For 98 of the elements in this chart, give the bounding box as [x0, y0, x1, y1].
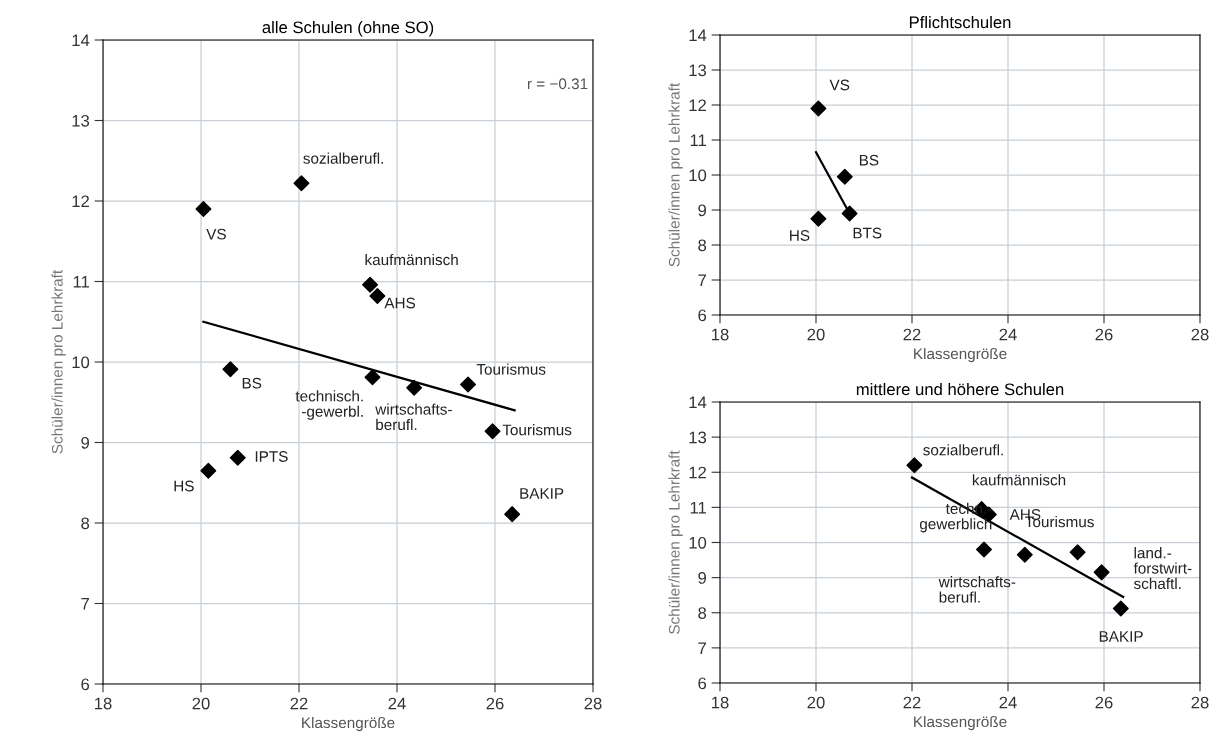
- point: [195, 201, 212, 218]
- y-tick-label: 6: [698, 677, 707, 690]
- annotation: IPTS: [255, 451, 288, 462]
- point: [906, 457, 923, 474]
- y-tick-label: 8: [698, 607, 707, 619]
- x-tick-label: 22: [903, 696, 921, 709]
- annotation: BAKIP: [1099, 631, 1143, 642]
- point: [364, 369, 381, 386]
- annotation: AHS: [384, 297, 416, 309]
- x-tick-label: 22: [903, 328, 921, 341]
- x-tick-label: 18: [95, 697, 112, 710]
- y-tick-label: 8: [698, 239, 707, 252]
- chart-title: alle Schulen (ohne SO): [262, 20, 434, 37]
- x-axis-title: Klassengröße: [914, 715, 1007, 731]
- point: [369, 288, 386, 304]
- y-tick-label: 7: [698, 274, 706, 287]
- y-tick-label: 14: [689, 396, 707, 409]
- y-tick-label: 10: [72, 356, 90, 369]
- point: [362, 276, 379, 293]
- point: [293, 175, 310, 192]
- annotation: sozialberufl.: [303, 152, 383, 164]
- y-tick-label: 7: [698, 642, 706, 654]
- x-tick-label: 26: [1095, 328, 1113, 341]
- annotation: HS: [174, 480, 194, 492]
- y-tick-label: 13: [72, 114, 90, 127]
- point: [1016, 546, 1033, 563]
- point: [1069, 544, 1086, 561]
- point: [810, 100, 827, 117]
- point: [836, 168, 853, 185]
- annotation: kaufmännisch: [972, 474, 1066, 486]
- x-tick-label: 26: [486, 697, 504, 710]
- y-tick-label: 9: [698, 572, 707, 584]
- y-tick-label: 14: [72, 34, 90, 47]
- annotation: r = −0.31: [527, 78, 588, 90]
- chart-title: mittlere und höhere Schulen: [856, 382, 1064, 396]
- x-tick-label: 28: [1191, 328, 1209, 341]
- y-tick-label: 11: [690, 501, 706, 514]
- y-tick-label: 8: [81, 517, 90, 530]
- y-tick-label: 6: [698, 309, 707, 322]
- point: [1112, 600, 1129, 617]
- point: [222, 361, 239, 378]
- point: [504, 506, 521, 523]
- x-tick-label: 28: [1191, 696, 1209, 709]
- annotation: HS: [790, 230, 810, 241]
- y-tick-label: 7: [81, 598, 89, 610]
- y-tick-label: 6: [81, 678, 90, 691]
- point: [1093, 564, 1110, 581]
- point: [229, 449, 246, 466]
- point: [810, 210, 827, 227]
- x-tick-label: 18: [712, 328, 729, 341]
- point: [406, 379, 423, 396]
- y-axis-title: Schüler/innen pro Lehrkraft: [668, 82, 683, 267]
- y-tick-label: 10: [689, 169, 707, 182]
- x-tick-label: 20: [192, 697, 210, 710]
- y-tick-label: 13: [689, 64, 707, 77]
- point: [200, 462, 217, 479]
- annotation: BS: [242, 377, 262, 389]
- x-tick-label: 22: [290, 697, 308, 710]
- chart-title: Pflichtschulen: [909, 15, 1011, 29]
- annotation: Tourismus: [502, 424, 572, 436]
- x-axis-title: Klassengröße: [914, 347, 1007, 363]
- y-tick-label: 13: [689, 431, 707, 444]
- x-tick-label: 20: [807, 696, 825, 709]
- y-tick-label: 12: [72, 195, 89, 208]
- x-axis-title: Klassengröße: [302, 716, 395, 732]
- annotation: land.- forstwirt- schaftl.: [1133, 547, 1192, 590]
- annotation: Tourismus: [476, 363, 546, 375]
- y-axis-title: Schüler/innen pro Lehrkraft: [51, 269, 66, 454]
- y-tick-label: 9: [698, 204, 707, 217]
- y-tick-label: 9: [81, 436, 90, 449]
- x-tick-label: 24: [388, 697, 406, 710]
- annotation: wirtschafts- berufl.: [375, 403, 452, 431]
- x-tick-label: 24: [999, 696, 1017, 709]
- annotation: BAKIP: [520, 488, 564, 499]
- x-tick-label: 18: [712, 696, 729, 709]
- y-tick-label: 11: [73, 276, 89, 288]
- annotation: VS: [206, 228, 226, 240]
- x-tick-label: 24: [999, 328, 1017, 341]
- annotation: sozialberufl.: [923, 444, 1003, 456]
- point: [460, 376, 477, 393]
- annotation: technisch. -gewerbl.: [295, 390, 363, 420]
- annotation: VS: [829, 79, 850, 91]
- point: [976, 541, 992, 558]
- y-tick-label: 11: [690, 134, 706, 147]
- annotation: kaufmännisch: [365, 253, 458, 266]
- x-tick-label: 20: [807, 328, 825, 341]
- y-tick-label: 10: [689, 536, 707, 549]
- annotation: BS: [859, 154, 879, 166]
- annotation: wirtschafts- berufl.: [938, 576, 1016, 603]
- x-tick-label: 28: [584, 697, 602, 710]
- x-tick-label: 26: [1095, 696, 1113, 709]
- point: [841, 205, 858, 222]
- y-axis-title: Schüler/innen pro Lehrkraft: [668, 450, 683, 634]
- point: [484, 423, 501, 440]
- y-tick-label: 14: [689, 29, 707, 42]
- y-tick-label: 12: [689, 466, 706, 479]
- y-tick-label: 12: [689, 99, 706, 112]
- annotation: BTS: [853, 227, 882, 239]
